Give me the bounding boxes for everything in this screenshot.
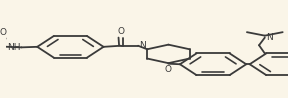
Text: N: N [139,41,146,50]
Text: O: O [0,28,6,37]
Text: N: N [266,33,272,42]
Text: O: O [165,65,172,74]
Text: O: O [118,27,125,36]
Text: NH: NH [7,43,20,52]
